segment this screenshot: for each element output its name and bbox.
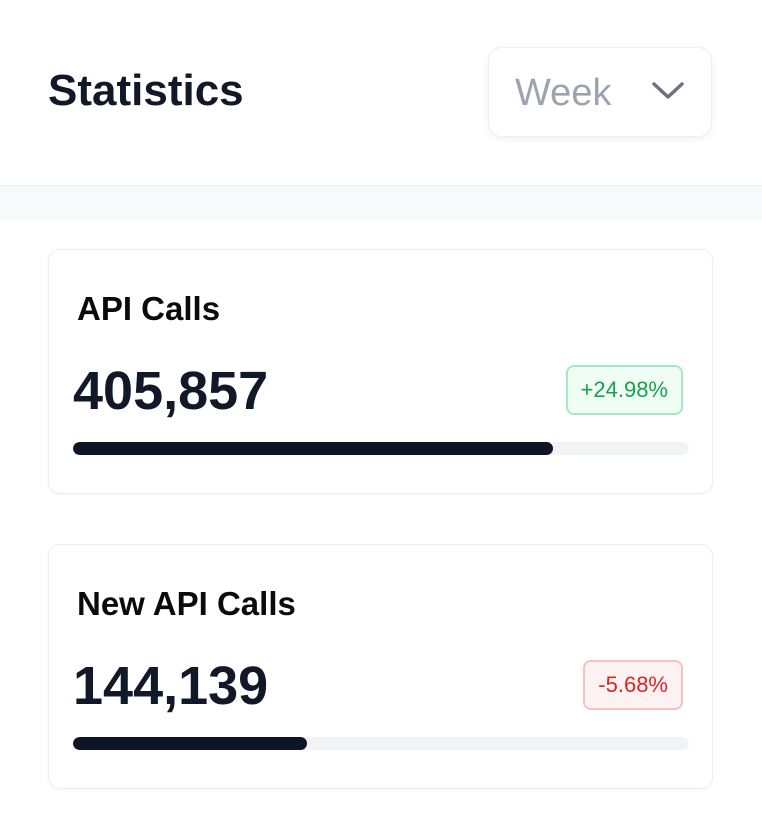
change-badge: -5.68% <box>583 660 683 710</box>
progress-fill <box>73 442 554 455</box>
period-label: Week <box>515 72 612 114</box>
card-label: New API Calls <box>77 585 296 622</box>
chevron-icon <box>652 82 684 99</box>
stat-card: New API Calls 144,139 -5.68% <box>48 544 713 789</box>
progress-track <box>73 442 689 455</box>
page-title: Statistics <box>48 66 244 115</box>
header: Statistics Week <box>0 0 762 186</box>
stat-card: API Calls 405,857 +24.98% <box>48 249 713 494</box>
card-value: 144,139 <box>73 656 269 716</box>
period-dropdown[interactable]: Week <box>488 47 712 137</box>
progress-fill <box>73 737 308 750</box>
card-label: API Calls <box>77 290 221 327</box>
change-badge: +24.98% <box>565 365 683 415</box>
progress-track <box>73 737 689 750</box>
card-value: 405,857 <box>73 361 269 421</box>
divider-strip <box>0 186 762 220</box>
